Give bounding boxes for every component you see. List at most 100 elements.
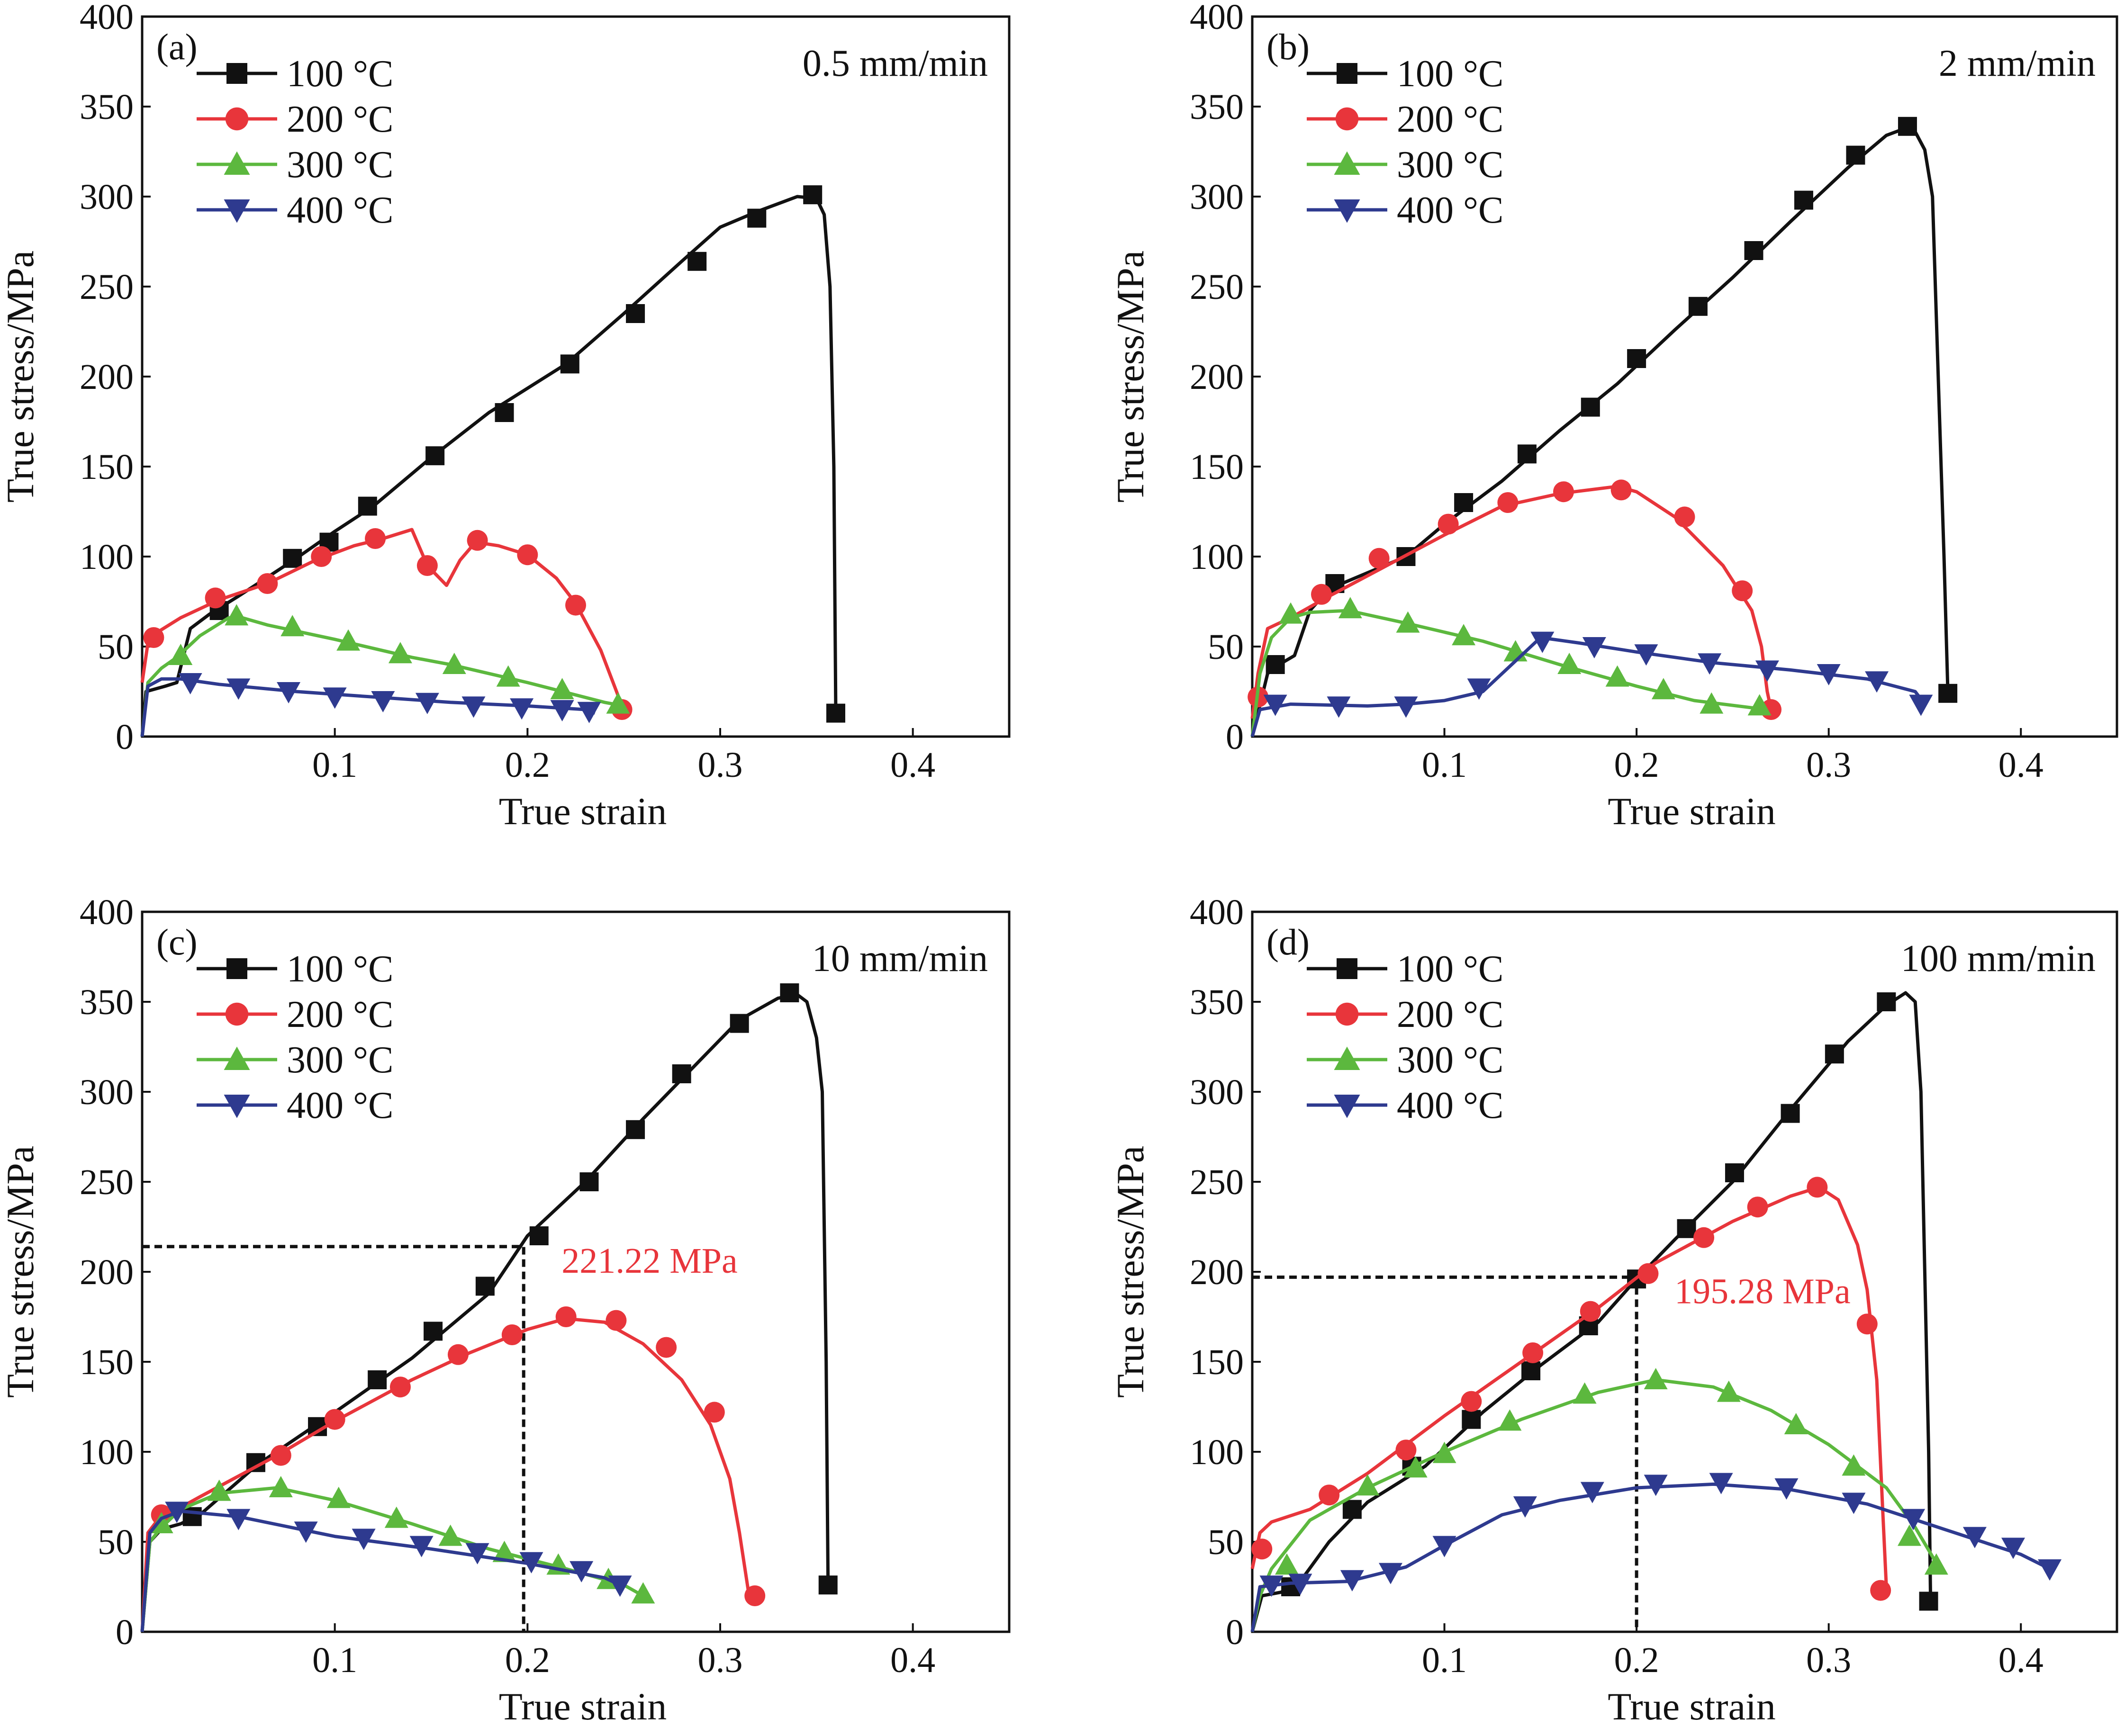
- y-tick-label: 250: [1190, 267, 1244, 307]
- data-point: [1924, 1553, 1948, 1575]
- data-point: [529, 1226, 549, 1245]
- legend-item-label: 300 °C: [1397, 1039, 1503, 1081]
- panel-label: (a): [156, 26, 198, 67]
- x-tick-label: 0.4: [1998, 745, 2044, 785]
- legend-marker: [226, 63, 247, 84]
- y-tick-label: 100: [80, 537, 134, 577]
- data-point: [1368, 548, 1390, 569]
- series-line-100c: [1250, 126, 1950, 737]
- series-line-300c: [140, 1486, 644, 1632]
- data-point: [294, 1521, 318, 1543]
- data-point: [1898, 1524, 1921, 1546]
- legend-item-label: 400 °C: [1397, 189, 1503, 231]
- data-point: [336, 629, 361, 651]
- data-point: [1311, 584, 1332, 605]
- x-tick-label: 0.3: [1806, 1640, 1851, 1680]
- panel-b: 0 50 100 150 200 250 300 350 400 0.1 0.2 0.3 0.4 True…: [1109, 0, 2118, 833]
- data-point: [1781, 1104, 1800, 1123]
- panel-d: 0 50 100 150 200 250 300 350 400 0.1 0.2 0.3 0.4 True…: [1109, 892, 2118, 1728]
- panel-label: (d): [1266, 921, 1310, 962]
- legend-item-label: 100 °C: [287, 948, 393, 990]
- data-point: [1901, 1509, 1926, 1530]
- data-point: [1842, 1493, 1866, 1514]
- data-point: [416, 555, 438, 576]
- data-point: [1521, 1361, 1541, 1380]
- series-100c: [140, 983, 838, 1632]
- legend-marker: [1334, 199, 1360, 223]
- data-point: [570, 1561, 594, 1583]
- data-point: [1580, 1301, 1601, 1322]
- data-point: [1467, 678, 1491, 700]
- series-line-300c: [140, 616, 624, 737]
- x-axis-title: True strain: [1608, 1685, 1776, 1728]
- legend-marker: [1337, 958, 1357, 979]
- x-tick-label: 0.4: [890, 1640, 935, 1680]
- data-point: [1794, 190, 1813, 210]
- data-point: [747, 208, 767, 228]
- data-point: [606, 1310, 627, 1331]
- data-point: [257, 573, 278, 594]
- rate-label: 100 mm/min: [1901, 938, 2096, 980]
- y-tick-label: 200: [80, 1252, 134, 1292]
- plot-frame: [141, 15, 1011, 738]
- data-point: [818, 1575, 838, 1595]
- legend-marker: [1335, 107, 1359, 131]
- data-point: [1870, 1580, 1891, 1601]
- data-point: [631, 1582, 655, 1604]
- y-tick-label: 200: [1190, 1252, 1244, 1292]
- series-line-400c: [140, 677, 596, 737]
- data-point: [1279, 602, 1303, 624]
- data-point: [1403, 1456, 1428, 1478]
- data-point: [1693, 1227, 1715, 1248]
- data-point: [1356, 1474, 1380, 1496]
- legend-item-label: 200 °C: [287, 99, 393, 140]
- y-tick-label: 100: [1190, 1432, 1244, 1472]
- y-tick-label: 350: [1190, 982, 1244, 1022]
- data-point: [1856, 1313, 1878, 1335]
- data-point: [1846, 145, 1865, 165]
- rate-label: 10 mm/min: [812, 938, 988, 980]
- data-point: [687, 252, 707, 271]
- data-point: [1865, 671, 1889, 693]
- series-400c: [140, 1502, 632, 1632]
- series-300c: [140, 1476, 655, 1632]
- x-axis-title: True strain: [499, 1685, 667, 1728]
- data-point: [1909, 694, 1933, 716]
- y-tick-label: 350: [1190, 87, 1244, 127]
- data-point: [1674, 506, 1695, 528]
- x-tick-label: 0.1: [1422, 745, 1467, 785]
- data-point: [225, 604, 249, 626]
- y-tick-label: 0: [116, 1612, 134, 1652]
- data-point: [519, 1552, 543, 1574]
- series-line-300c: [1250, 1378, 1936, 1632]
- y-tick-label: 300: [1190, 177, 1244, 217]
- legend-marker: [225, 107, 249, 131]
- data-point: [2001, 1538, 2025, 1559]
- legend-marker: [1337, 63, 1357, 84]
- series-line-400c: [1250, 636, 1926, 737]
- legend-item-label: 400 °C: [287, 1085, 393, 1126]
- series-400c: [1250, 631, 1933, 737]
- data-point: [501, 1324, 523, 1345]
- x-tick-label: 0.1: [312, 1640, 357, 1680]
- data-point: [1627, 349, 1646, 368]
- legend-marker: [1334, 1046, 1360, 1070]
- data-point: [269, 1476, 293, 1497]
- y-tick-label: 50: [1208, 1522, 1244, 1562]
- data-point: [579, 1172, 599, 1191]
- data-point: [1605, 665, 1629, 687]
- x-tick-label: 0.3: [1806, 745, 1851, 785]
- data-point: [178, 673, 202, 694]
- y-tick-label: 0: [1226, 717, 1244, 757]
- data-point: [1553, 481, 1574, 503]
- data-point: [1644, 1475, 1668, 1496]
- data-point: [555, 1306, 577, 1327]
- data-point: [1717, 1380, 1741, 1402]
- data-point: [475, 1277, 495, 1296]
- series-300c: [140, 604, 630, 737]
- series-200c: [1250, 1177, 1891, 1601]
- data-point: [1919, 1592, 1938, 1611]
- x-tick-label: 0.2: [1614, 1640, 1659, 1680]
- x-tick-label: 0.3: [698, 745, 743, 785]
- data-point: [384, 1506, 408, 1528]
